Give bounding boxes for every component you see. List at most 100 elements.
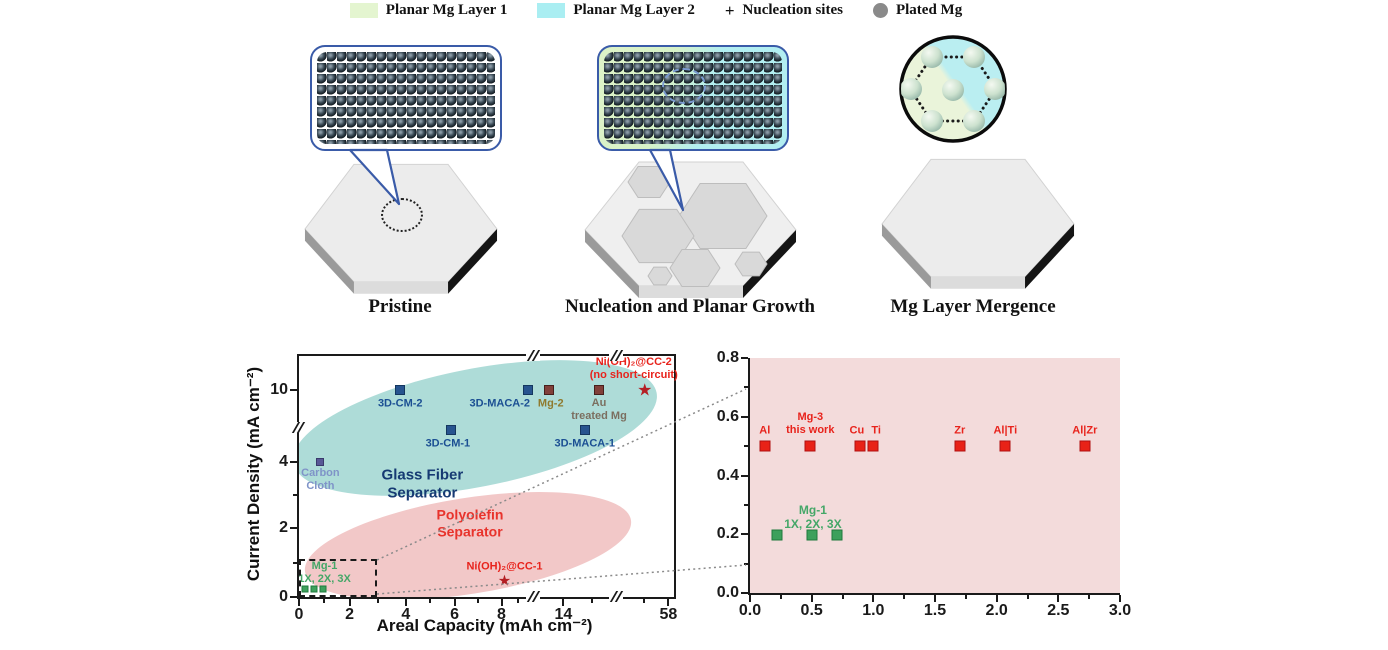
x-tick <box>749 595 751 602</box>
x-minor-tick <box>1088 595 1091 599</box>
y-minor-tick <box>744 386 748 389</box>
point-3d-cm-1 <box>445 424 456 435</box>
x-tick-label: 8 <box>497 606 506 623</box>
x-axis-break-top <box>525 350 540 361</box>
x-minor-tick <box>323 599 326 603</box>
point-3d-maca-1 <box>579 424 590 435</box>
x-minor-tick <box>903 595 906 599</box>
y-minor-tick <box>744 503 748 506</box>
y-tick-label: 0.0 <box>716 584 739 601</box>
point-al-ti <box>999 440 1011 452</box>
x-tick <box>810 595 813 602</box>
label-au-treated-mg: Au treated Mg <box>571 396 627 422</box>
x-minor-tick <box>779 595 782 599</box>
point-mg-1-1x <box>301 585 309 593</box>
point-al <box>759 440 771 452</box>
point-al-zr <box>1079 440 1091 452</box>
nucleation-substrate-hexagon <box>584 152 797 312</box>
region-layer <box>750 358 1120 593</box>
chart-text-mg-1: Mg-1 1X, 2X, 3X <box>298 559 351 585</box>
legend-item-nucleation-sites: + Nucleation sites <box>725 2 843 19</box>
plated-mg-dot-icon <box>872 3 888 18</box>
merged-layer-inset-circle <box>899 35 1007 143</box>
label-zr: Zr <box>954 424 966 437</box>
point-mg-2 <box>543 384 554 395</box>
label-mg-2: Mg-2 <box>537 397 564 410</box>
label-al-zr: Al|Zr <box>1072 424 1098 437</box>
x-tick <box>1057 595 1060 602</box>
nucleation-zoom-callout <box>597 45 789 151</box>
y-tick <box>741 357 748 359</box>
x-tick <box>562 599 565 606</box>
x-tick <box>934 595 936 602</box>
x-tick <box>404 599 407 606</box>
point-3d-maca-2 <box>522 384 533 395</box>
legend-label: Nucleation sites <box>742 2 843 18</box>
pristine-zoom-callout <box>310 45 502 151</box>
y-tick-label: 10 <box>270 380 288 398</box>
point-ni-oh-cc-1: ★ <box>497 572 512 590</box>
label-cu: Cu <box>849 424 865 437</box>
x-tick <box>298 599 300 606</box>
x-tick-label: 6 <box>450 606 460 623</box>
point-carbon-cloth <box>316 458 325 467</box>
x-minor-tick <box>643 599 645 603</box>
x-tick-label: 0 <box>294 606 304 623</box>
label-3d-cm-2: 3D-CM-2 <box>377 397 423 410</box>
x-tick-label: 58 <box>659 606 678 623</box>
x-tick-label: 1.5 <box>923 602 947 619</box>
legend-item-plated-mg: Plated Mg <box>872 2 962 19</box>
point-3d-cm-2 <box>395 384 406 395</box>
y-tick-label: 0 <box>279 588 288 605</box>
x-tick-label: 4 <box>401 606 411 623</box>
point-zr <box>954 440 966 452</box>
point-ti <box>867 440 879 452</box>
chart-text-glass-fiber: Glass Fiber Separator <box>381 466 464 501</box>
y-axis-break <box>291 422 305 434</box>
planar-mg-layer-1-swatch-icon <box>349 3 378 18</box>
point-au-treated-mg <box>594 384 604 395</box>
y-minor-tick <box>293 494 297 497</box>
growing-nucleus-dashed-circle <box>662 68 706 104</box>
x-minor-tick <box>429 599 432 603</box>
x-tick <box>500 599 503 606</box>
legend: Planar Mg Layer 1 Planar Mg Layer 2 + Nu… <box>0 2 1350 19</box>
legend-label: Planar Mg Layer 1 <box>385 2 508 18</box>
point-mg-1-3x <box>831 529 843 541</box>
y-tick <box>290 596 297 598</box>
stage-caption-mergence: Mg Layer Mergence <box>890 296 1056 317</box>
x-minor-tick <box>590 599 593 603</box>
label-3d-maca-2: 3D-MACA-2 <box>469 397 531 410</box>
planar-mg-layer-2-swatch-icon <box>537 3 566 18</box>
point-ni-oh-cc-2-no-short-circuit: ★ <box>637 380 653 400</box>
y-tick <box>290 527 297 530</box>
label-al: Al <box>759 424 771 437</box>
left-plot-area: Glass Fiber Separator Polyolefin Separator M… <box>270 350 678 623</box>
x-tick <box>667 599 670 606</box>
legend-item-planar-mg-layer-2: Planar Mg Layer 2 <box>537 2 695 19</box>
y-tick-label: 0.6 <box>716 407 739 425</box>
y-tick-label: 0.8 <box>716 349 739 366</box>
x-tick-label: 1.0 <box>862 602 885 619</box>
stage-caption-nucleation: Nucleation and Planar Growth <box>564 296 815 317</box>
label-ti: Ti <box>871 424 881 437</box>
chart-text-mg-1: Mg-1 1X, 2X, 3X <box>784 502 842 532</box>
x-minor-tick <box>517 599 520 603</box>
x-tick <box>1119 595 1121 602</box>
x-axis-break-top <box>608 350 623 361</box>
x-tick-label: 14 <box>554 606 573 623</box>
x-tick-label: 2.0 <box>985 602 1008 619</box>
label-ni-oh-cc-1: Ni(OH)₂@CC-1 <box>466 560 543 573</box>
label-al-ti: Al|Ti <box>993 424 1018 437</box>
x-minor-tick <box>376 599 379 603</box>
label-mg-3-this-work: Mg-3 this work <box>786 410 835 436</box>
y-tick <box>741 533 748 536</box>
y-tick <box>741 592 748 594</box>
x-tick-label: 0.0 <box>738 602 762 619</box>
point-mg-1-3x <box>319 585 327 593</box>
y-tick-label: 4 <box>279 453 288 471</box>
label-carbon-cloth: Carbon Cloth <box>301 466 340 493</box>
x-axis-break <box>608 591 623 602</box>
label-3d-maca-1: 3D-MACA-1 <box>554 436 616 449</box>
